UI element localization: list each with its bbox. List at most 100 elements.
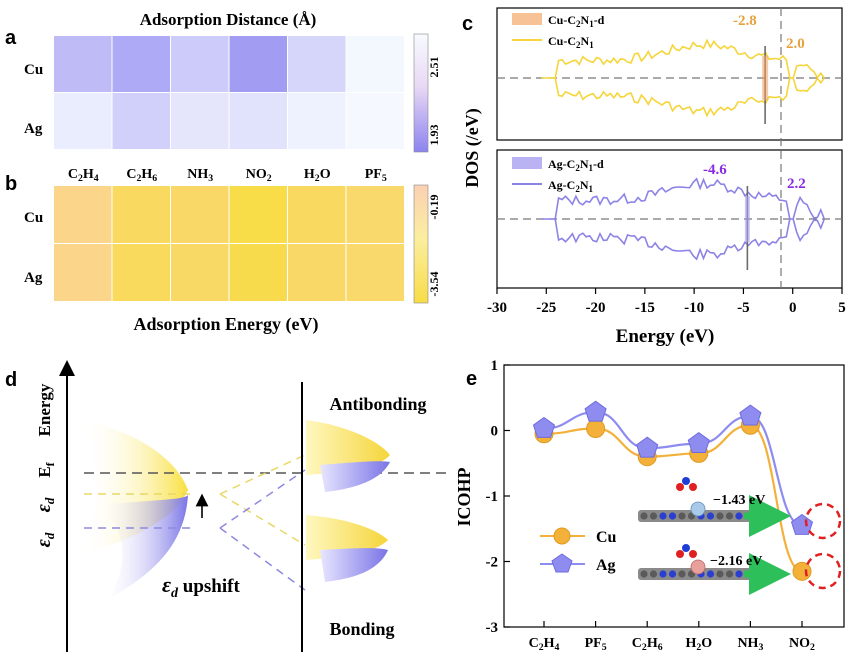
heatmap-b-cell	[171, 244, 229, 301]
heatmap-a-cell	[229, 36, 287, 92]
mix-line-y2	[219, 493, 306, 546]
heatmap-b-row-ag: Ag	[24, 270, 43, 286]
heatmap-b-cell	[112, 244, 170, 301]
heatmap-a-cell	[288, 36, 346, 92]
heatmap-b-row-cu: Cu	[24, 210, 43, 226]
panel-label-e: e	[466, 368, 477, 390]
dos-ag-legend-total: Ag-C2N1	[548, 178, 594, 194]
dos-x-tick: -25	[536, 300, 556, 316]
icohp-cu-points	[534, 415, 812, 581]
panel-label-d: d	[5, 369, 17, 391]
icohp-ag-point	[687, 431, 710, 453]
mix-line-b2	[219, 527, 306, 591]
heatmap-a-cell	[54, 36, 112, 92]
icohp-legend-cu-marker	[553, 527, 571, 545]
heatmap-a-colorbar	[413, 33, 429, 153]
dos-x-tick: -10	[684, 300, 704, 316]
icohp-frame	[503, 364, 845, 628]
mix-line-b1	[219, 469, 306, 529]
eps-d-label-2: εd	[33, 532, 57, 547]
heatmap-a-cell	[54, 93, 112, 149]
heatmap-a-col-label: NO2	[246, 167, 272, 184]
dos-ag-gap-label: 2.2	[787, 176, 806, 192]
heatmap-a	[54, 36, 404, 149]
heatmap-a-col-label: C2H4	[68, 167, 99, 184]
icohp-y-tick: -2	[486, 555, 499, 571]
icohp-y-tick: 1	[491, 358, 499, 374]
panel-label-a: a	[5, 27, 17, 49]
heatmap-a-cell	[346, 93, 404, 149]
icohp-x-tick: NH3	[737, 636, 763, 653]
dos-cu-frame	[496, 7, 843, 141]
antibonding-yellow	[306, 420, 390, 475]
heatmap-b-colorbar	[413, 184, 429, 304]
heatmap-b-cell	[346, 186, 404, 243]
antibonding-label: Antibonding	[329, 394, 426, 414]
heatmap-b-cell	[288, 244, 346, 301]
highlight-ring-cu	[804, 552, 842, 590]
dos-ylabel: DOS (/eV)	[462, 108, 483, 188]
dos-cu-total-curve	[541, 38, 825, 118]
heatmap-a-title: Adsorption Distance (Å)	[140, 10, 317, 29]
icohp-y-ticks: 1 0 -1 -2 -3	[486, 358, 510, 636]
icohp-annotation-cu: −2.16 eV	[710, 554, 762, 569]
heatmap-b-cell	[54, 244, 112, 301]
icohp-legend-cu: Cu	[596, 529, 617, 546]
dos-cu-d-band	[762, 56, 769, 100]
dos-cu-legend-total: Cu-C2N1	[548, 34, 594, 50]
heatmap-a-cell	[171, 93, 229, 149]
icohp-y-tick: 0	[491, 424, 499, 440]
heatmap-a-col-label: H2O	[304, 167, 331, 184]
icohp-x-tick: C2H4	[529, 636, 560, 653]
heatmap-a-cell	[288, 93, 346, 149]
upshift-label: εd upshift	[162, 572, 240, 601]
dos-xlabel: Energy (eV)	[616, 326, 715, 347]
dos-ag-d-center-label: -4.6	[703, 162, 727, 178]
energy-axis-label: Energy	[35, 383, 54, 436]
heatmap-a-cbar-max: 2.51	[427, 57, 441, 78]
heatmap-b	[54, 186, 404, 301]
heatmap-a-col-labels: C2H4 C2H6 NH3 NO2 H2O PF5	[68, 167, 387, 184]
heatmap-b-cell	[346, 244, 404, 301]
dos-cu-gap-label: 2.0	[786, 36, 805, 52]
dos-ag-legend-d: Ag-C2N1-d	[548, 157, 604, 173]
dos-x-tick: 0	[789, 300, 797, 316]
dos-x-tick: 5	[838, 300, 846, 316]
d-band-yellow-lobe	[82, 420, 188, 555]
icohp-ylabel: ICOHP	[454, 467, 474, 526]
icohp-ag-point	[584, 400, 607, 422]
heatmap-a-row-ag: Ag	[24, 121, 43, 137]
dos-ag-total-curve	[541, 177, 826, 261]
substrate-inset-cu	[638, 544, 791, 595]
dos-ag-d-band	[744, 196, 750, 242]
icohp-legend-ag-marker	[551, 553, 573, 573]
heatmap-a-cell	[112, 93, 170, 149]
icohp-annotation-ag: −1.43 eV	[713, 493, 765, 508]
icohp-x-tick: NO2	[789, 636, 815, 653]
icohp-cu-point	[586, 419, 606, 439]
icohp-y-tick: -3	[486, 620, 499, 636]
dos-ag-legend-d-swatch	[512, 157, 542, 169]
heatmap-b-cell	[229, 244, 287, 301]
heatmap-b-cbar-bottom: -3.54	[427, 272, 441, 297]
dos-cu-legend-d: Cu-C2N1-d	[548, 13, 605, 29]
icohp-ag-point	[739, 404, 762, 426]
heatmap-a-row-cu: Cu	[24, 62, 43, 78]
bonding-label: Bonding	[329, 619, 394, 639]
dos-x-tick: -30	[487, 300, 507, 316]
heatmap-a-cell	[229, 93, 287, 149]
bonding-blue	[320, 548, 388, 582]
d-band-blue-lobe	[100, 495, 188, 598]
icohp-y-tick: -1	[486, 489, 499, 505]
dos-cu-d-center-label: -2.8	[733, 13, 757, 29]
substrate-inset-ag	[638, 477, 791, 537]
heatmap-b-cell	[229, 186, 287, 243]
icohp-x-tick: H2O	[685, 636, 712, 653]
dos-x-tick: -15	[635, 300, 655, 316]
heatmap-b-cell	[288, 186, 346, 243]
highlight-ring-ag	[804, 502, 842, 540]
dos-cu-legend-d-swatch	[512, 13, 542, 25]
heatmap-b-cbar-top: -0.19	[427, 195, 441, 220]
icohp-ag-point	[636, 436, 659, 458]
